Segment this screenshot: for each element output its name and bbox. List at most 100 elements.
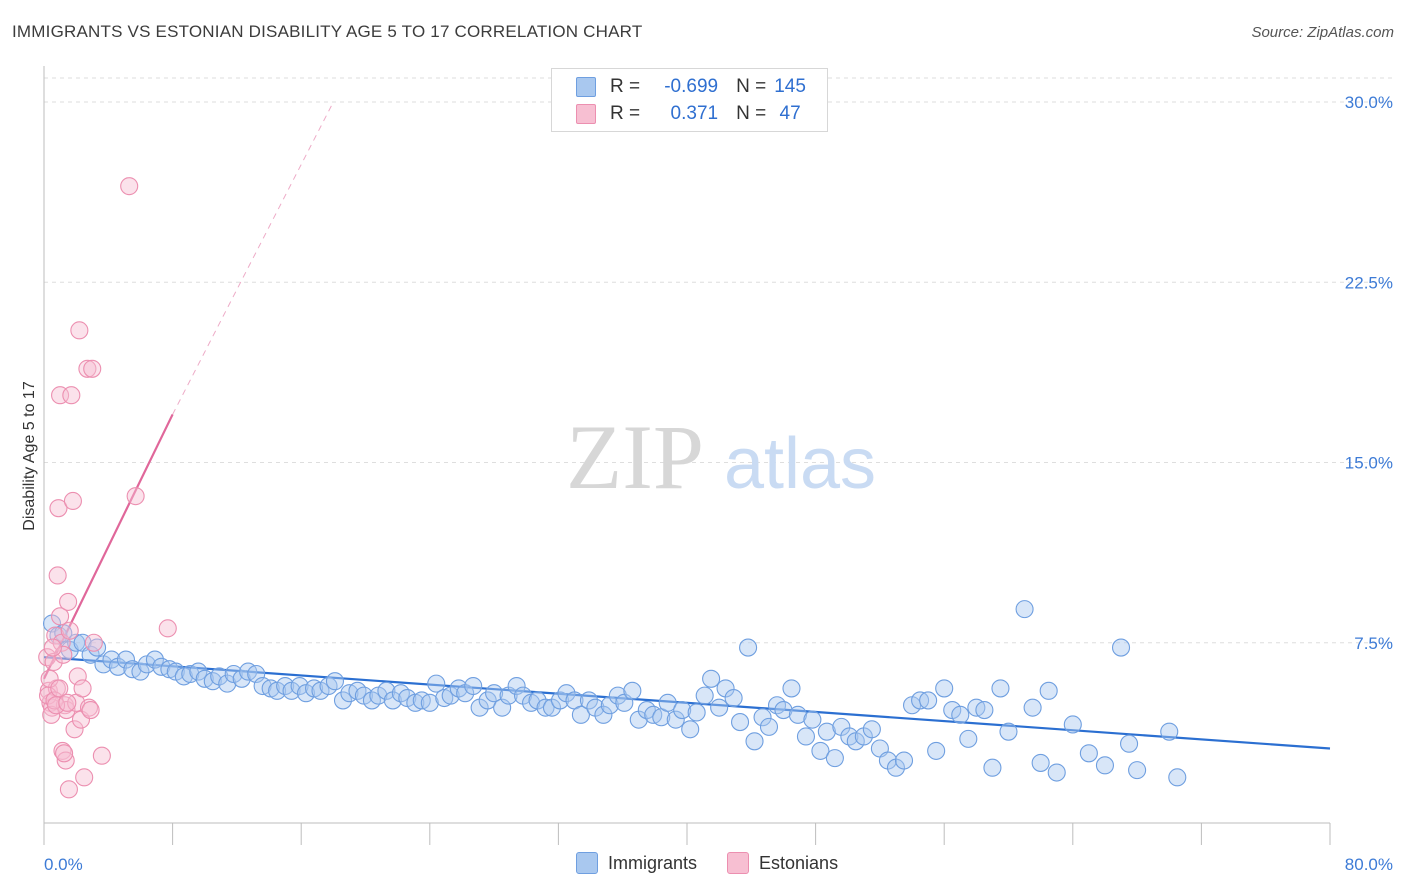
immigrants-point (1120, 734, 1139, 753)
x-tick-label: 0.0% (44, 855, 83, 874)
estonians-point (92, 746, 111, 765)
estonians-point (58, 693, 77, 712)
immigrants-point (594, 705, 613, 724)
immigrants-point (774, 700, 793, 720)
immigrants-point (817, 722, 836, 741)
immigrants-point (745, 732, 764, 751)
immigrants-point (189, 662, 208, 681)
estonians-swatch (576, 104, 596, 124)
immigrants-point (377, 681, 396, 700)
immigrants-point (935, 679, 954, 698)
immigrants-point (420, 693, 439, 712)
legend-row-immigrants: R = -0.699 N = 145 (576, 75, 806, 99)
watermark-zip: ZIP (566, 406, 704, 508)
y-tick-label: 30.0% (1345, 93, 1393, 112)
immigrants-point (290, 676, 309, 696)
immigrants-point (796, 727, 816, 746)
immigrants-point (1160, 722, 1179, 741)
estonians-point (78, 359, 97, 378)
estonians-swatch (727, 852, 750, 874)
estonians-point (54, 645, 73, 664)
immigrants-point (666, 710, 685, 729)
immigrants-point (87, 638, 107, 657)
immigrants-point (1047, 763, 1066, 782)
immigrants-point (782, 679, 801, 698)
immigrants-point (811, 741, 830, 760)
immigrants-point (325, 672, 345, 691)
immigrants-point (951, 705, 970, 724)
series-legend: Immigrants Estonians (576, 852, 868, 874)
immigrants-point (999, 722, 1018, 741)
estonians-point (60, 621, 79, 640)
r-value: 0.371 (665, 103, 719, 124)
immigrants-point (550, 691, 570, 710)
immigrants-point (608, 686, 627, 705)
immigrants-point (739, 638, 758, 657)
estonians-point (83, 359, 102, 378)
immigrants-point (102, 650, 121, 669)
estonians-trend-extension (172, 101, 334, 415)
immigrants-point (959, 729, 978, 748)
immigrants-point (1111, 638, 1131, 657)
immigrants-point (681, 720, 700, 739)
n-label: N = (736, 103, 767, 124)
immigrants-point (1039, 681, 1058, 700)
immigrants-point (579, 691, 598, 710)
estonians-point (63, 491, 82, 511)
estonians-point (55, 744, 74, 763)
estonians-points (38, 177, 177, 799)
immigrants-point (710, 698, 729, 717)
immigrants-point (702, 669, 721, 688)
chart-title: IMMIGRANTS VS ESTONIAN DISABILITY AGE 5 … (12, 22, 643, 41)
immigrants-point (983, 758, 1002, 777)
estonians-point (48, 566, 67, 585)
immigrants-point (1128, 761, 1147, 780)
immigrants-points (42, 600, 1187, 787)
immigrants-point (464, 676, 483, 696)
immigrants-point (919, 691, 938, 710)
legend-row-estonians: R = 0.371 N = 47 (576, 102, 801, 126)
gridlines (44, 77, 1392, 644)
immigrants-point (927, 741, 946, 760)
immigrants-point (116, 650, 136, 669)
immigrants-point (536, 698, 555, 717)
immigrants-point (687, 703, 706, 722)
y-axis-title: Disability Age 5 to 17 (21, 381, 38, 531)
estonians-point (70, 321, 89, 340)
estonians-point (75, 768, 94, 787)
immigrants-point (1031, 753, 1050, 772)
immigrants-point (507, 676, 526, 696)
estonians-point (73, 679, 92, 698)
r-label: R = (610, 76, 641, 97)
immigrants-point (753, 708, 772, 727)
estonians-point (68, 667, 87, 686)
immigrants-point (485, 684, 504, 703)
immigrants-point (623, 681, 642, 700)
estonians-point (40, 669, 59, 688)
estonians-point (84, 633, 103, 652)
r-value: -0.699 (664, 76, 719, 97)
estonians-point (43, 638, 62, 657)
x-tick-label: 80.0% (1345, 855, 1393, 874)
y-tick-label: 22.5% (1345, 273, 1393, 292)
legend-item-estonians[interactable]: Estonians (727, 852, 838, 874)
estonians-point (65, 720, 84, 739)
estonians-point (59, 780, 78, 799)
immigrants-point (724, 688, 743, 708)
immigrants-point (894, 751, 914, 770)
immigrants-point (1079, 744, 1098, 763)
immigrants-point (131, 662, 150, 681)
immigrants-point (825, 749, 844, 768)
n-value: 47 (774, 103, 801, 124)
estonians-point (62, 386, 81, 405)
legend-item-immigrants[interactable]: Immigrants (576, 852, 697, 874)
estonians-point (56, 751, 75, 770)
tick-labels: 7.5% 15.0% 22.5% 30.0% 0.0% 80.0% (44, 93, 1393, 874)
watermark-atlas: atlas (724, 424, 876, 504)
immigrants-point (862, 720, 881, 739)
immigrants-point (145, 650, 164, 669)
immigrants-point (803, 710, 822, 729)
r-label: R = (610, 103, 641, 124)
immigrants-point (1168, 768, 1187, 787)
